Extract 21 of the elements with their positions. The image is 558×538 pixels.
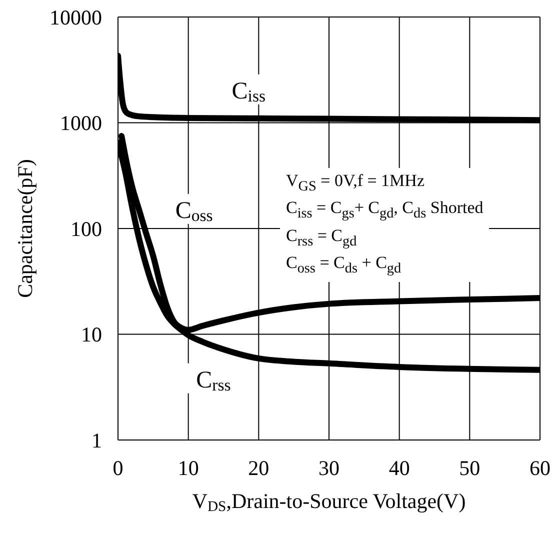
y-tick-label: 100 (70, 216, 102, 241)
y-axis-title: Capacitance(pF) (13, 159, 37, 298)
series-label: C$_{oss}$ (175, 198, 213, 226)
x-tick-label: 20 (248, 456, 270, 480)
y-tick-label: 10000 (50, 5, 102, 30)
x-tick-label: 10 (178, 456, 199, 480)
x-tick-label: 60 (530, 456, 550, 480)
y-tick-label: 10 (81, 322, 102, 347)
annotation: C$_{oss}$ = C$_{ds}$ + C$_{gd}$ (286, 252, 402, 279)
x-tick-label: 30 (318, 456, 340, 480)
series-label: C$_{iss}$ (232, 78, 266, 106)
annotation: V$_{GS}$ = 0V,f = 1MHz (286, 170, 426, 196)
x-tick-label: 40 (388, 456, 410, 480)
series-label: C$_{rss}$ (196, 367, 231, 395)
y-tick-label: 1 (92, 428, 102, 452)
annotation: C$_{rss}$ = C$_{gd}$ (286, 224, 358, 252)
x-axis-title: V$_{DS}$,Drain-to-Source Voltage(V) (192, 489, 466, 515)
text: C$_{iss}$ = C$_{gs}$+ C$_{gd}$, C$_{ds}$ Shorted (286, 198, 484, 222)
x-tick-label: 0 (112, 456, 124, 480)
x-tick-label: 50 (459, 456, 480, 480)
y-tick-label: 1000 (60, 111, 102, 136)
